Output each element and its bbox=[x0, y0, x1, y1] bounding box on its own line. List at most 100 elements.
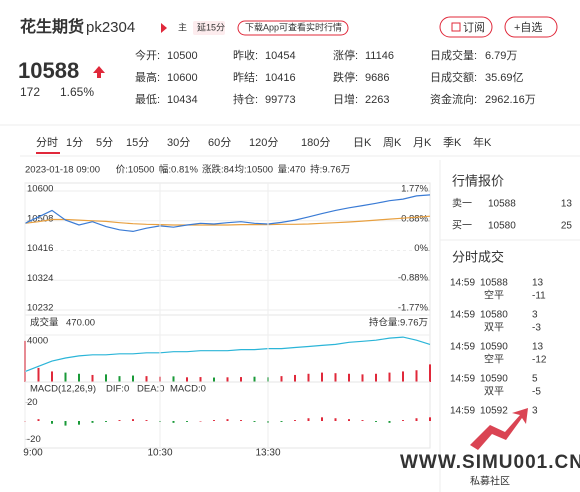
macd-bar bbox=[145, 420, 148, 421]
watermark-logo bbox=[470, 408, 528, 450]
book-vol: 13 bbox=[561, 199, 573, 210]
y-tick-label: -20 bbox=[27, 434, 41, 445]
book-side: 买一 bbox=[452, 220, 472, 232]
tab[interactable]: 年K bbox=[473, 135, 492, 149]
trade-delta: -3 bbox=[532, 323, 541, 334]
stat-label: 昨结: bbox=[233, 71, 258, 84]
book-price: 10588 bbox=[488, 199, 516, 210]
watch[interactable]: +自选 bbox=[514, 21, 542, 34]
percent: 1.65% bbox=[60, 85, 94, 99]
volume-bar bbox=[78, 373, 80, 382]
stat-value: 10600 bbox=[167, 72, 198, 84]
download-box bbox=[237, 20, 349, 36]
macd-bar bbox=[334, 418, 337, 421]
tab[interactable]: 180分 bbox=[301, 136, 330, 149]
dif-label: DIF:0 bbox=[106, 384, 129, 395]
trade-price: 10592 bbox=[480, 406, 508, 417]
tab[interactable]: 120分 bbox=[249, 136, 278, 149]
volume-bar bbox=[37, 367, 40, 382]
trade-price: 10588 bbox=[480, 278, 508, 289]
title: 花生期货 bbox=[20, 17, 84, 36]
up-arrow bbox=[93, 66, 105, 78]
stat-value: 2962.16万 bbox=[485, 94, 536, 106]
macd-bar bbox=[51, 421, 53, 424]
tab[interactable]: 日K bbox=[353, 137, 372, 149]
y2-tick-label: -0.88% bbox=[398, 273, 429, 284]
panel-title: 行情报价 bbox=[452, 173, 504, 188]
dea-label: DEA:0 bbox=[137, 384, 164, 395]
trade-price: 10590 bbox=[480, 374, 508, 385]
volume-label: 成交量 bbox=[30, 317, 59, 329]
macd-bar bbox=[253, 421, 256, 422]
volume-bar bbox=[334, 373, 337, 382]
macd-bar bbox=[402, 420, 404, 421]
tab[interactable]: 60分 bbox=[208, 136, 231, 149]
trade-time: 14:59 bbox=[450, 278, 475, 289]
macd-bar bbox=[199, 421, 202, 422]
macd-bar bbox=[226, 419, 229, 421]
tab[interactable]: 30分 bbox=[167, 136, 190, 149]
tab[interactable]: 月K bbox=[413, 137, 432, 149]
info: 均:10500 bbox=[235, 164, 274, 176]
trade-time: 14:59 bbox=[450, 374, 475, 385]
volume-bar bbox=[415, 370, 418, 382]
price: 10588 bbox=[18, 58, 79, 83]
tab[interactable]: 分时 bbox=[36, 136, 58, 149]
trade-vol: 13 bbox=[532, 278, 544, 289]
trade-time: 14:59 bbox=[450, 342, 475, 353]
watermark-name: 私募社区 bbox=[470, 475, 510, 488]
y-tick-label: 10416 bbox=[27, 243, 53, 254]
trade-delta: -5 bbox=[532, 387, 541, 398]
volume-bar bbox=[240, 377, 242, 382]
trade-vol: 3 bbox=[532, 406, 538, 417]
volume-bar bbox=[118, 376, 121, 382]
macd-bar bbox=[132, 419, 134, 421]
macd-bar bbox=[348, 419, 350, 421]
stat-label: 昨收: bbox=[233, 48, 258, 62]
volume-bar bbox=[213, 377, 215, 382]
tab[interactable]: 1分 bbox=[66, 136, 83, 149]
hold-line bbox=[24, 336, 431, 373]
stat-label: 涨停: bbox=[333, 48, 358, 62]
tag-main: 主 bbox=[178, 21, 187, 32]
y-tick-label: 4000 bbox=[27, 336, 48, 347]
tab[interactable]: 季K bbox=[443, 136, 462, 149]
volume-bar bbox=[294, 374, 296, 382]
stat-label: 最高: bbox=[135, 70, 160, 84]
trade-vol: 13 bbox=[532, 342, 544, 353]
watermark-site: WWW.SIMU001.CN bbox=[400, 452, 580, 473]
volume-bar bbox=[105, 374, 107, 382]
stat-value: 9686 bbox=[365, 72, 389, 84]
stat-value: 99773 bbox=[265, 94, 296, 106]
trade-kind: 空平 bbox=[484, 289, 504, 302]
macd-bar bbox=[213, 420, 215, 421]
y-tick-label: 10324 bbox=[27, 273, 53, 284]
x-tick-label: 10:30 bbox=[147, 448, 172, 459]
volume-bar bbox=[199, 377, 202, 382]
macd-bar bbox=[280, 421, 283, 422]
tag-delay: 延15分 bbox=[197, 21, 225, 32]
y-tick-label: 10508 bbox=[27, 213, 53, 224]
stat-label: 日成交额: bbox=[430, 70, 477, 84]
macd-label: MACD(12,26,9) bbox=[30, 384, 96, 395]
info: 幅:0.81% bbox=[159, 164, 199, 176]
macd-bar bbox=[64, 421, 67, 426]
volume-bar bbox=[402, 371, 404, 382]
volume-bar bbox=[388, 372, 391, 382]
subscribe[interactable]: 订阅 bbox=[463, 21, 485, 34]
volume-bar bbox=[186, 377, 188, 382]
stat-label: 日成交量: bbox=[430, 48, 477, 62]
subscribe-btn[interactable] bbox=[439, 16, 493, 38]
y-tick-label: 10600 bbox=[27, 184, 53, 195]
tab[interactable]: 15分 bbox=[126, 136, 149, 149]
watch-btn[interactable] bbox=[504, 16, 558, 38]
trade-delta: -12 bbox=[532, 355, 547, 366]
panel-title: 分时成交 bbox=[452, 249, 504, 264]
trade-time: 14:59 bbox=[450, 406, 475, 417]
stat-label: 最低: bbox=[135, 93, 160, 106]
series-line bbox=[24, 194, 431, 233]
change: 172 bbox=[20, 85, 40, 99]
volume-bar bbox=[253, 376, 256, 382]
tab[interactable]: 5分 bbox=[96, 136, 113, 149]
tab[interactable]: 周K bbox=[383, 136, 402, 149]
